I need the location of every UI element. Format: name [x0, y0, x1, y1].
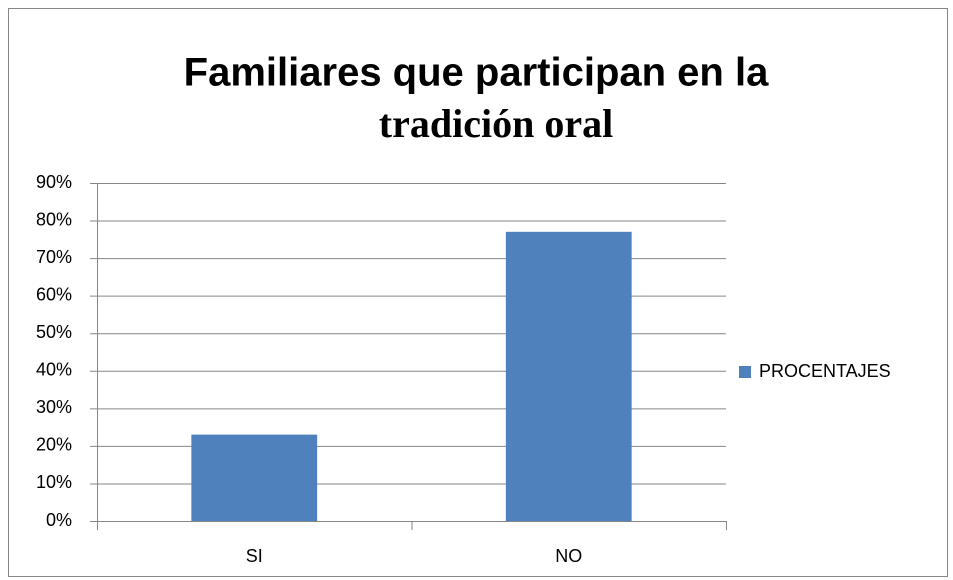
y-tick-label: 70%	[36, 247, 72, 267]
bar	[191, 434, 318, 521]
x-tick-label: NO	[555, 546, 582, 566]
chart-frame	[8, 8, 948, 577]
y-tick-label: 60%	[36, 284, 72, 304]
y-tick-label: 0%	[46, 510, 72, 530]
y-tick-label: 90%	[36, 172, 72, 192]
y-tick-label: 30%	[36, 397, 72, 417]
y-tick-label: 50%	[36, 322, 72, 342]
y-tick-label: 20%	[36, 435, 72, 455]
chart-title: Familiares que participan en la	[184, 51, 769, 95]
legend-swatch	[739, 366, 751, 378]
bar	[505, 231, 632, 522]
x-tick-label: SI	[246, 546, 263, 566]
y-tick-label: 80%	[36, 209, 72, 229]
y-tick-label: 40%	[36, 360, 72, 380]
y-tick-label: 10%	[36, 472, 72, 492]
chart-title: tradición oral	[379, 101, 613, 146]
legend-label: PROCENTAJES	[759, 361, 891, 381]
